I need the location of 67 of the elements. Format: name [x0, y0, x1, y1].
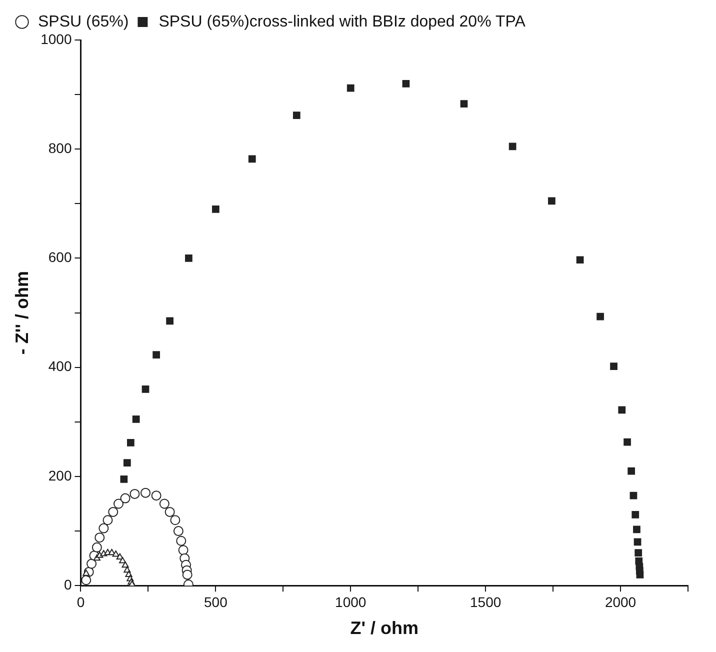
point [634, 538, 642, 546]
point [176, 536, 186, 546]
point [119, 557, 126, 564]
legend-label: SPSU (65%)cross-linked with BBIz doped 20% TPA [158, 13, 526, 30]
point [630, 492, 638, 500]
point [140, 488, 151, 498]
point [108, 506, 118, 517]
point [114, 498, 124, 509]
point [112, 550, 120, 557]
y-tick-label: 1000 [40, 30, 72, 47]
point [508, 142, 516, 150]
point [164, 506, 175, 517]
point [173, 526, 184, 536]
x-tick-label: 500 [204, 594, 228, 610]
point [81, 575, 92, 586]
point [92, 542, 102, 552]
point [151, 490, 162, 501]
point [212, 205, 220, 213]
point [632, 510, 640, 518]
point [346, 84, 354, 92]
point [636, 571, 644, 578]
point [98, 523, 109, 534]
point [628, 467, 636, 475]
x-tick-label: 1500 [470, 594, 502, 610]
point [123, 459, 131, 467]
x-tick-label: 0 [76, 594, 85, 610]
point [610, 362, 618, 370]
point [142, 386, 150, 393]
point [120, 476, 128, 483]
y-axis-title: - Z'' / ohm [12, 271, 32, 355]
x-tick-label: 1000 [335, 594, 366, 610]
y-tick-label: 800 [48, 140, 72, 156]
point [633, 526, 640, 534]
point [120, 493, 130, 504]
y-tick-label: 600 [48, 249, 72, 266]
point [248, 155, 256, 163]
point [596, 312, 604, 320]
legend-label: SPSU (65%) [38, 13, 129, 30]
x-tick-label: 2000 [604, 594, 636, 610]
point [166, 317, 174, 325]
point [548, 197, 556, 205]
point [292, 112, 300, 119]
point [182, 570, 192, 580]
point [185, 254, 192, 262]
point [102, 515, 113, 526]
point [86, 558, 97, 569]
point [178, 545, 188, 556]
point [130, 488, 140, 499]
point [116, 553, 124, 560]
point [170, 515, 180, 526]
x-axis-title: Z' / ohm [350, 618, 419, 638]
point [152, 351, 160, 358]
point [624, 438, 631, 446]
point [132, 416, 140, 423]
y-tick-label: 0 [64, 576, 72, 592]
point [460, 100, 468, 108]
point [82, 570, 90, 576]
y-tick-label: 200 [48, 467, 72, 484]
y-tick-label: 400 [48, 358, 72, 374]
point [618, 406, 626, 414]
point [576, 256, 584, 264]
point [402, 80, 410, 88]
point [94, 532, 105, 543]
point [159, 498, 170, 509]
point [634, 549, 642, 557]
point [122, 561, 129, 568]
point [126, 438, 134, 446]
